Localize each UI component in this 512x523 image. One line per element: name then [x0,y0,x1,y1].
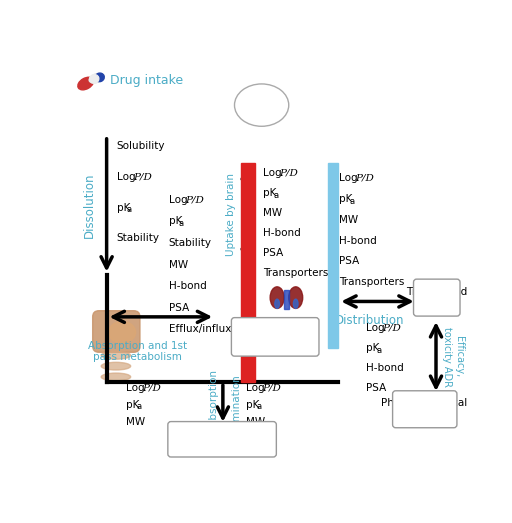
Text: Log: Log [117,172,139,181]
Ellipse shape [234,84,289,126]
Text: PSA: PSA [168,303,189,313]
Text: P/D: P/D [355,174,374,183]
Ellipse shape [78,77,94,90]
Ellipse shape [289,287,303,309]
Text: a: a [179,219,184,228]
Ellipse shape [101,362,131,370]
Text: P/D: P/D [133,172,152,181]
FancyBboxPatch shape [414,279,460,316]
Text: Efflux/influx: Efflux/influx [168,324,231,334]
Text: Log: Log [246,383,268,393]
Text: H-bond: H-bond [263,228,301,238]
Text: Elimination: Elimination [231,374,241,433]
Text: H-bond: H-bond [366,363,404,373]
Text: Stability: Stability [168,238,211,248]
FancyBboxPatch shape [393,391,457,428]
Text: pK: pK [339,194,352,204]
Text: Log: Log [263,168,285,178]
Text: MW: MW [263,208,282,218]
Text: a: a [273,191,279,200]
Text: Excretion and
metabolism: Excretion and metabolism [184,428,261,450]
Text: Drug intake: Drug intake [111,74,184,87]
Ellipse shape [101,351,131,359]
Text: a: a [136,403,141,412]
Text: pK: pK [366,344,379,354]
Ellipse shape [95,73,104,82]
Ellipse shape [293,299,298,309]
Text: Absorption and 1st
pass metabolism: Absorption and 1st pass metabolism [88,340,187,362]
Ellipse shape [89,73,104,83]
Text: Reabsorption: Reabsorption [208,369,218,438]
Text: PSA: PSA [366,383,387,393]
Text: Tissues and
organs: Tissues and organs [406,287,467,309]
Ellipse shape [109,322,136,343]
Text: a: a [376,346,381,355]
Text: Distribution: Distribution [334,314,404,327]
Text: Systemic
circulation: Systemic circulation [246,326,304,348]
Text: MW: MW [168,259,188,269]
Text: Uptake by brain: Uptake by brain [226,173,236,256]
Text: P/D: P/D [280,168,298,177]
Text: MW: MW [126,417,145,427]
Bar [241,163,254,382]
Text: Pharmacological
site: Pharmacological site [381,399,467,420]
Text: Solubility: Solubility [117,141,165,151]
FancyBboxPatch shape [231,317,319,356]
Text: P/D: P/D [185,195,204,204]
Text: Log: Log [126,383,148,393]
Ellipse shape [275,299,280,309]
Text: H-bond: H-bond [168,281,206,291]
Text: Log: Log [339,173,361,183]
Text: a: a [127,206,132,214]
Text: Dissolution: Dissolution [83,173,96,238]
Text: MW: MW [339,215,358,225]
Text: MW: MW [246,417,265,427]
Text: Log: Log [366,323,388,333]
Text: H-bond: H-bond [339,236,377,246]
FancyBboxPatch shape [168,422,276,457]
Text: pK: pK [246,400,260,410]
Ellipse shape [270,287,284,309]
Text: a: a [256,403,261,412]
Text: Transporters: Transporters [339,277,404,287]
Text: a: a [349,197,354,206]
Text: P/D: P/D [142,383,161,392]
Text: Log: Log [168,195,190,205]
Text: Efficacy,
toxicity ADR: Efficacy, toxicity ADR [442,327,464,387]
Bar [328,163,338,348]
Text: P/D: P/D [262,383,281,392]
Text: PSA: PSA [263,248,284,258]
Text: Stability: Stability [117,233,160,243]
Text: Transporters: Transporters [263,268,329,278]
Text: pK: pK [168,217,182,226]
Text: pK: pK [117,202,130,212]
Text: pK: pK [126,400,139,410]
Text: P/D: P/D [382,324,401,333]
FancyBboxPatch shape [93,311,140,353]
Bar [284,290,289,309]
Ellipse shape [101,373,131,381]
Text: PSA: PSA [339,256,359,266]
Ellipse shape [90,75,99,83]
Text: pK: pK [263,188,276,198]
